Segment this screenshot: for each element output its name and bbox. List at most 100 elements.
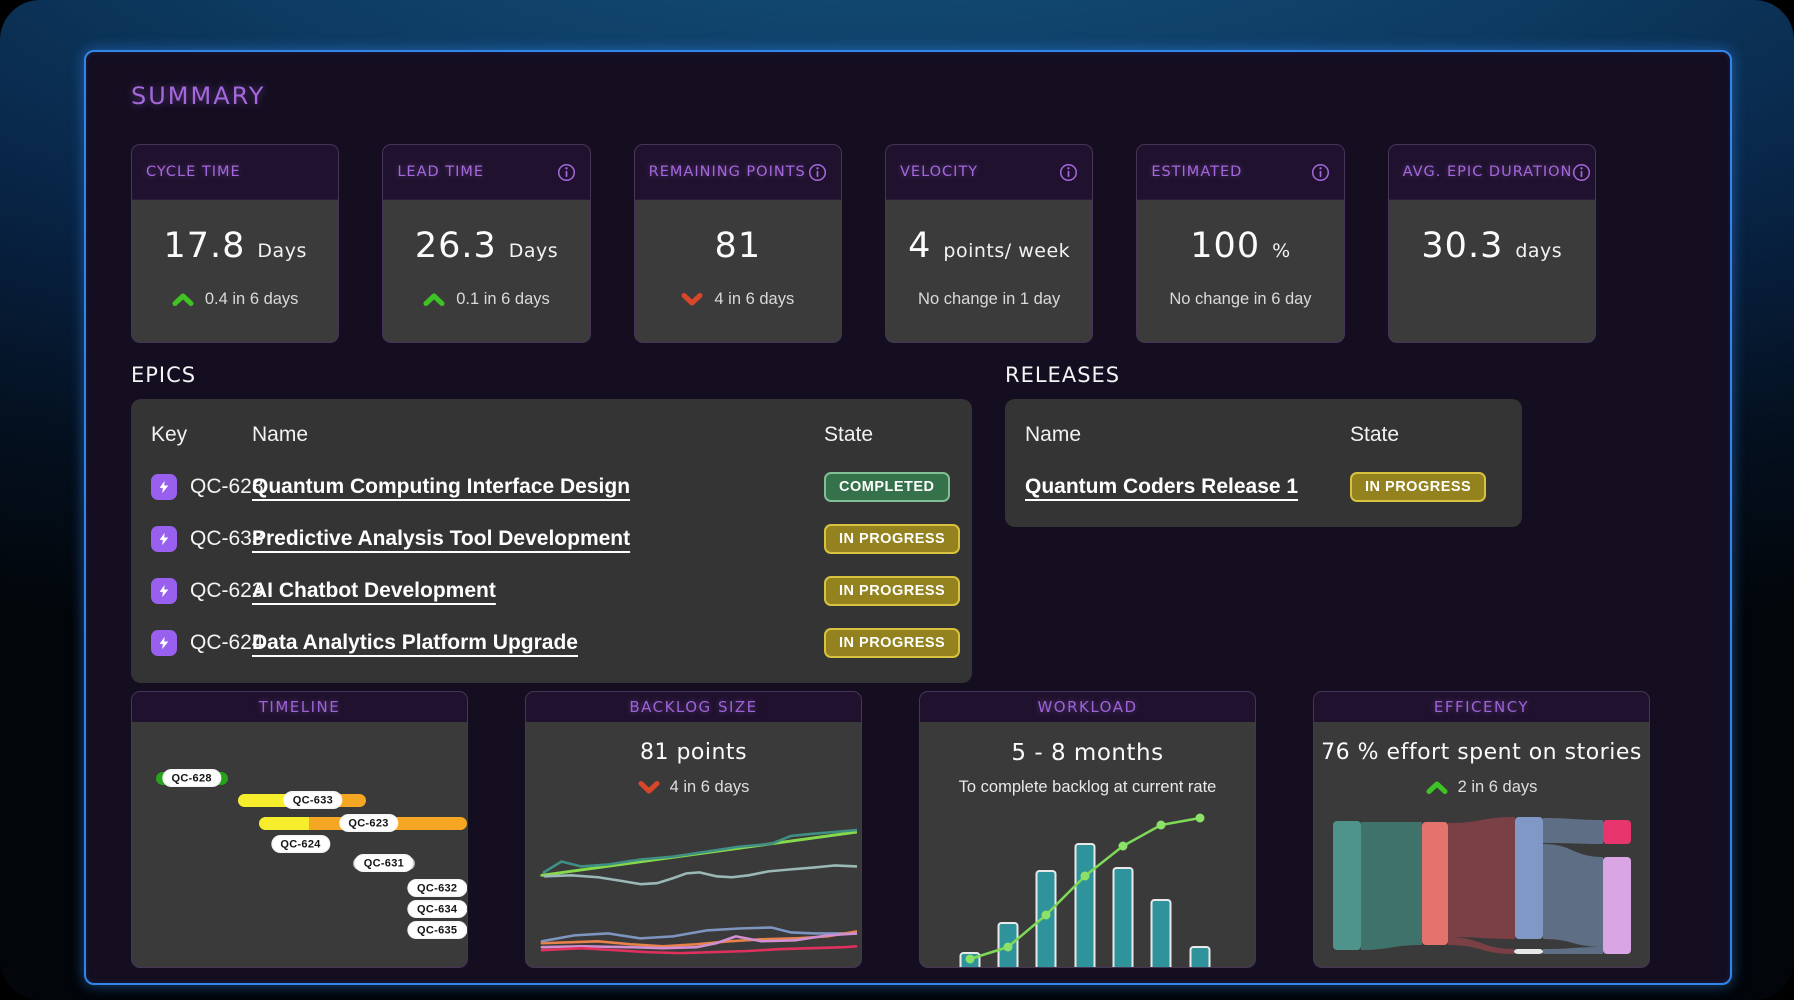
metric-value: 30.3 (1421, 226, 1504, 266)
workload-line-dot (1003, 942, 1013, 952)
workload-bar (1189, 946, 1211, 967)
info-icon[interactable] (1572, 163, 1591, 182)
releases-table: Name State Quantum Coders Release 1 IN PROG… (1005, 399, 1522, 527)
epic-name-link[interactable]: Quantum Computing Interface Design (252, 475, 631, 498)
trend-text: 0.1 in 6 days (456, 289, 550, 308)
gantt-area: QC-628 QC-633 QC-623 QC-624 QC-631 QC-632 QC-6… (132, 722, 467, 967)
info-icon[interactable] (557, 163, 576, 182)
workload-card: WORKLOAD 5 - 8 months To complete backlo… (919, 691, 1256, 968)
chart-line-series-plum (540, 932, 857, 950)
charts-row: TIMELINE QC-628 QC-633 QC-623 QC-624 QC-631 Q… (131, 691, 1651, 968)
metric-value-row: 100% (1137, 226, 1343, 266)
metric-value-row: 30.3 days (1389, 226, 1595, 266)
workload-card-header: WORKLOAD (920, 692, 1255, 722)
summary-cards-row: CYCLE TIME 17.8 Days 0.4 in 6 days LEAD TIME… (131, 144, 1596, 343)
table-row: QC-628 Quantum Computing Interface Design… (145, 461, 958, 513)
sankey-node-orchid (1603, 857, 1631, 954)
epic-key-cell: QC-624 (151, 630, 264, 656)
release-name-link[interactable]: Quantum Coders Release 1 (1025, 475, 1299, 498)
epic-state-cell: COMPLETED (824, 472, 958, 502)
trend-text: No change in 6 day (1169, 289, 1312, 308)
workload-line-dot (1041, 910, 1051, 920)
table-header-row: Name State (1019, 409, 1508, 461)
status-badge: IN PROGRESS (824, 524, 961, 554)
epic-state-cell: IN PROGRESS (824, 576, 961, 606)
timeline-card: TIMELINE QC-628 QC-633 QC-623 QC-624 QC-631 Q… (131, 691, 468, 968)
summary-card-header: LEAD TIME (383, 145, 590, 200)
gantt-label: QC-632 (409, 880, 466, 896)
summary-card-title: VELOCITY (899, 164, 979, 180)
metric-unit: % (1272, 240, 1291, 262)
status-badge: IN PROGRESS (824, 576, 961, 606)
column-header: State (824, 423, 874, 446)
metric-value: 100 (1190, 226, 1261, 266)
metric-unit: Days (508, 240, 559, 262)
trend-text: 0.4 in 6 days (204, 289, 299, 308)
epic-key: QC-633 (190, 527, 264, 550)
sankey-node-crimson (1603, 820, 1631, 844)
timeline-card-header: TIMELINE (132, 692, 467, 722)
summary-card-title: REMAINING POINTS (648, 164, 806, 180)
epic-name-link[interactable]: AI Chatbot Development (252, 579, 496, 602)
status-badge: COMPLETED (824, 472, 950, 502)
metric-value: 26.3 (414, 226, 497, 266)
chart-line-series-crimson (540, 944, 857, 955)
sankey-node-white (1514, 949, 1543, 954)
workload-line-dot (965, 954, 975, 964)
workload-line-dot (1118, 841, 1128, 851)
column-header: State (1350, 423, 1400, 446)
chart-line-series-blue (540, 926, 857, 943)
sankey-flow (1543, 947, 1603, 954)
gantt-label: QC-633 (284, 792, 342, 808)
tables-row: EPICS Key Name State QC-628 Quantum Computin… (131, 363, 1685, 683)
epic-bolt-icon (151, 578, 177, 604)
epic-bolt-icon (151, 526, 177, 552)
metric-unit: points/ week (943, 240, 1071, 262)
gantt-label: QC-624 (272, 836, 329, 852)
info-icon[interactable] (808, 163, 827, 182)
metric-value: 81 (714, 226, 762, 266)
sankey-flow (1448, 817, 1515, 939)
backlog-value: 81 points (639, 740, 748, 765)
summary-card-header: AVG. EPIC DURATION (1388, 145, 1595, 200)
summary-heading: SUMMARY (131, 82, 266, 110)
table-row: Quantum Coders Release 1 IN PROGRESS (1019, 461, 1508, 513)
summary-card: CYCLE TIME 17.8 Days 0.4 in 6 days (131, 144, 340, 343)
info-icon[interactable] (1059, 163, 1078, 182)
releases-heading: RELEASES (1005, 363, 1121, 387)
metric-value: 17.8 (163, 226, 246, 266)
sankey-flow (1448, 937, 1514, 954)
chart-line-scope-actual (542, 828, 857, 874)
metric-trend-row: No change in 1 day (886, 288, 1092, 310)
summary-card: AVG. EPIC DURATION 30.3 days (1387, 144, 1596, 343)
efficiency-card-title: EFFICENCY (1433, 698, 1530, 716)
epic-key: QC-624 (190, 631, 264, 654)
metric-unit: Days (257, 240, 307, 262)
summary-card-title: LEAD TIME (397, 164, 485, 180)
workload-bar (1074, 843, 1096, 967)
workload-bar (1150, 899, 1172, 967)
gantt-label: QC-634 (409, 901, 466, 917)
status-badge: IN PROGRESS (1350, 472, 1487, 502)
trend-up-icon (423, 293, 445, 306)
backlog-card-header: BACKLOG SIZE (526, 692, 861, 722)
workload-line-dot (1156, 820, 1166, 830)
metric-value-row: 26.3 Days (383, 226, 589, 266)
gantt-label: QC-628 (163, 770, 220, 786)
epic-name-link[interactable]: Data Analytics Platform Upgrade (252, 631, 578, 654)
column-header: Name (252, 423, 309, 446)
efficiency-trend: 2 in 6 days (1314, 777, 1649, 797)
epic-state-cell: IN PROGRESS (824, 524, 961, 554)
summary-card: VELOCITY 4 points/ week No change in 1 day (884, 144, 1094, 343)
epic-name-link[interactable]: Predictive Analysis Tool Development (252, 527, 631, 550)
summary-card-title: CYCLE TIME (146, 164, 241, 180)
chart-line-done-line (543, 864, 857, 886)
summary-card-header: CYCLE TIME (132, 145, 339, 200)
sankey-flow (1361, 822, 1422, 950)
timeline-card-title: TIMELINE (258, 698, 341, 716)
trend-up-icon (172, 293, 194, 306)
info-icon[interactable] (1311, 163, 1330, 182)
metric-value: 4 (908, 226, 932, 266)
epics-heading: EPICS (131, 363, 197, 387)
efficiency-value: 76 % effort spent on stories (1321, 740, 1642, 765)
